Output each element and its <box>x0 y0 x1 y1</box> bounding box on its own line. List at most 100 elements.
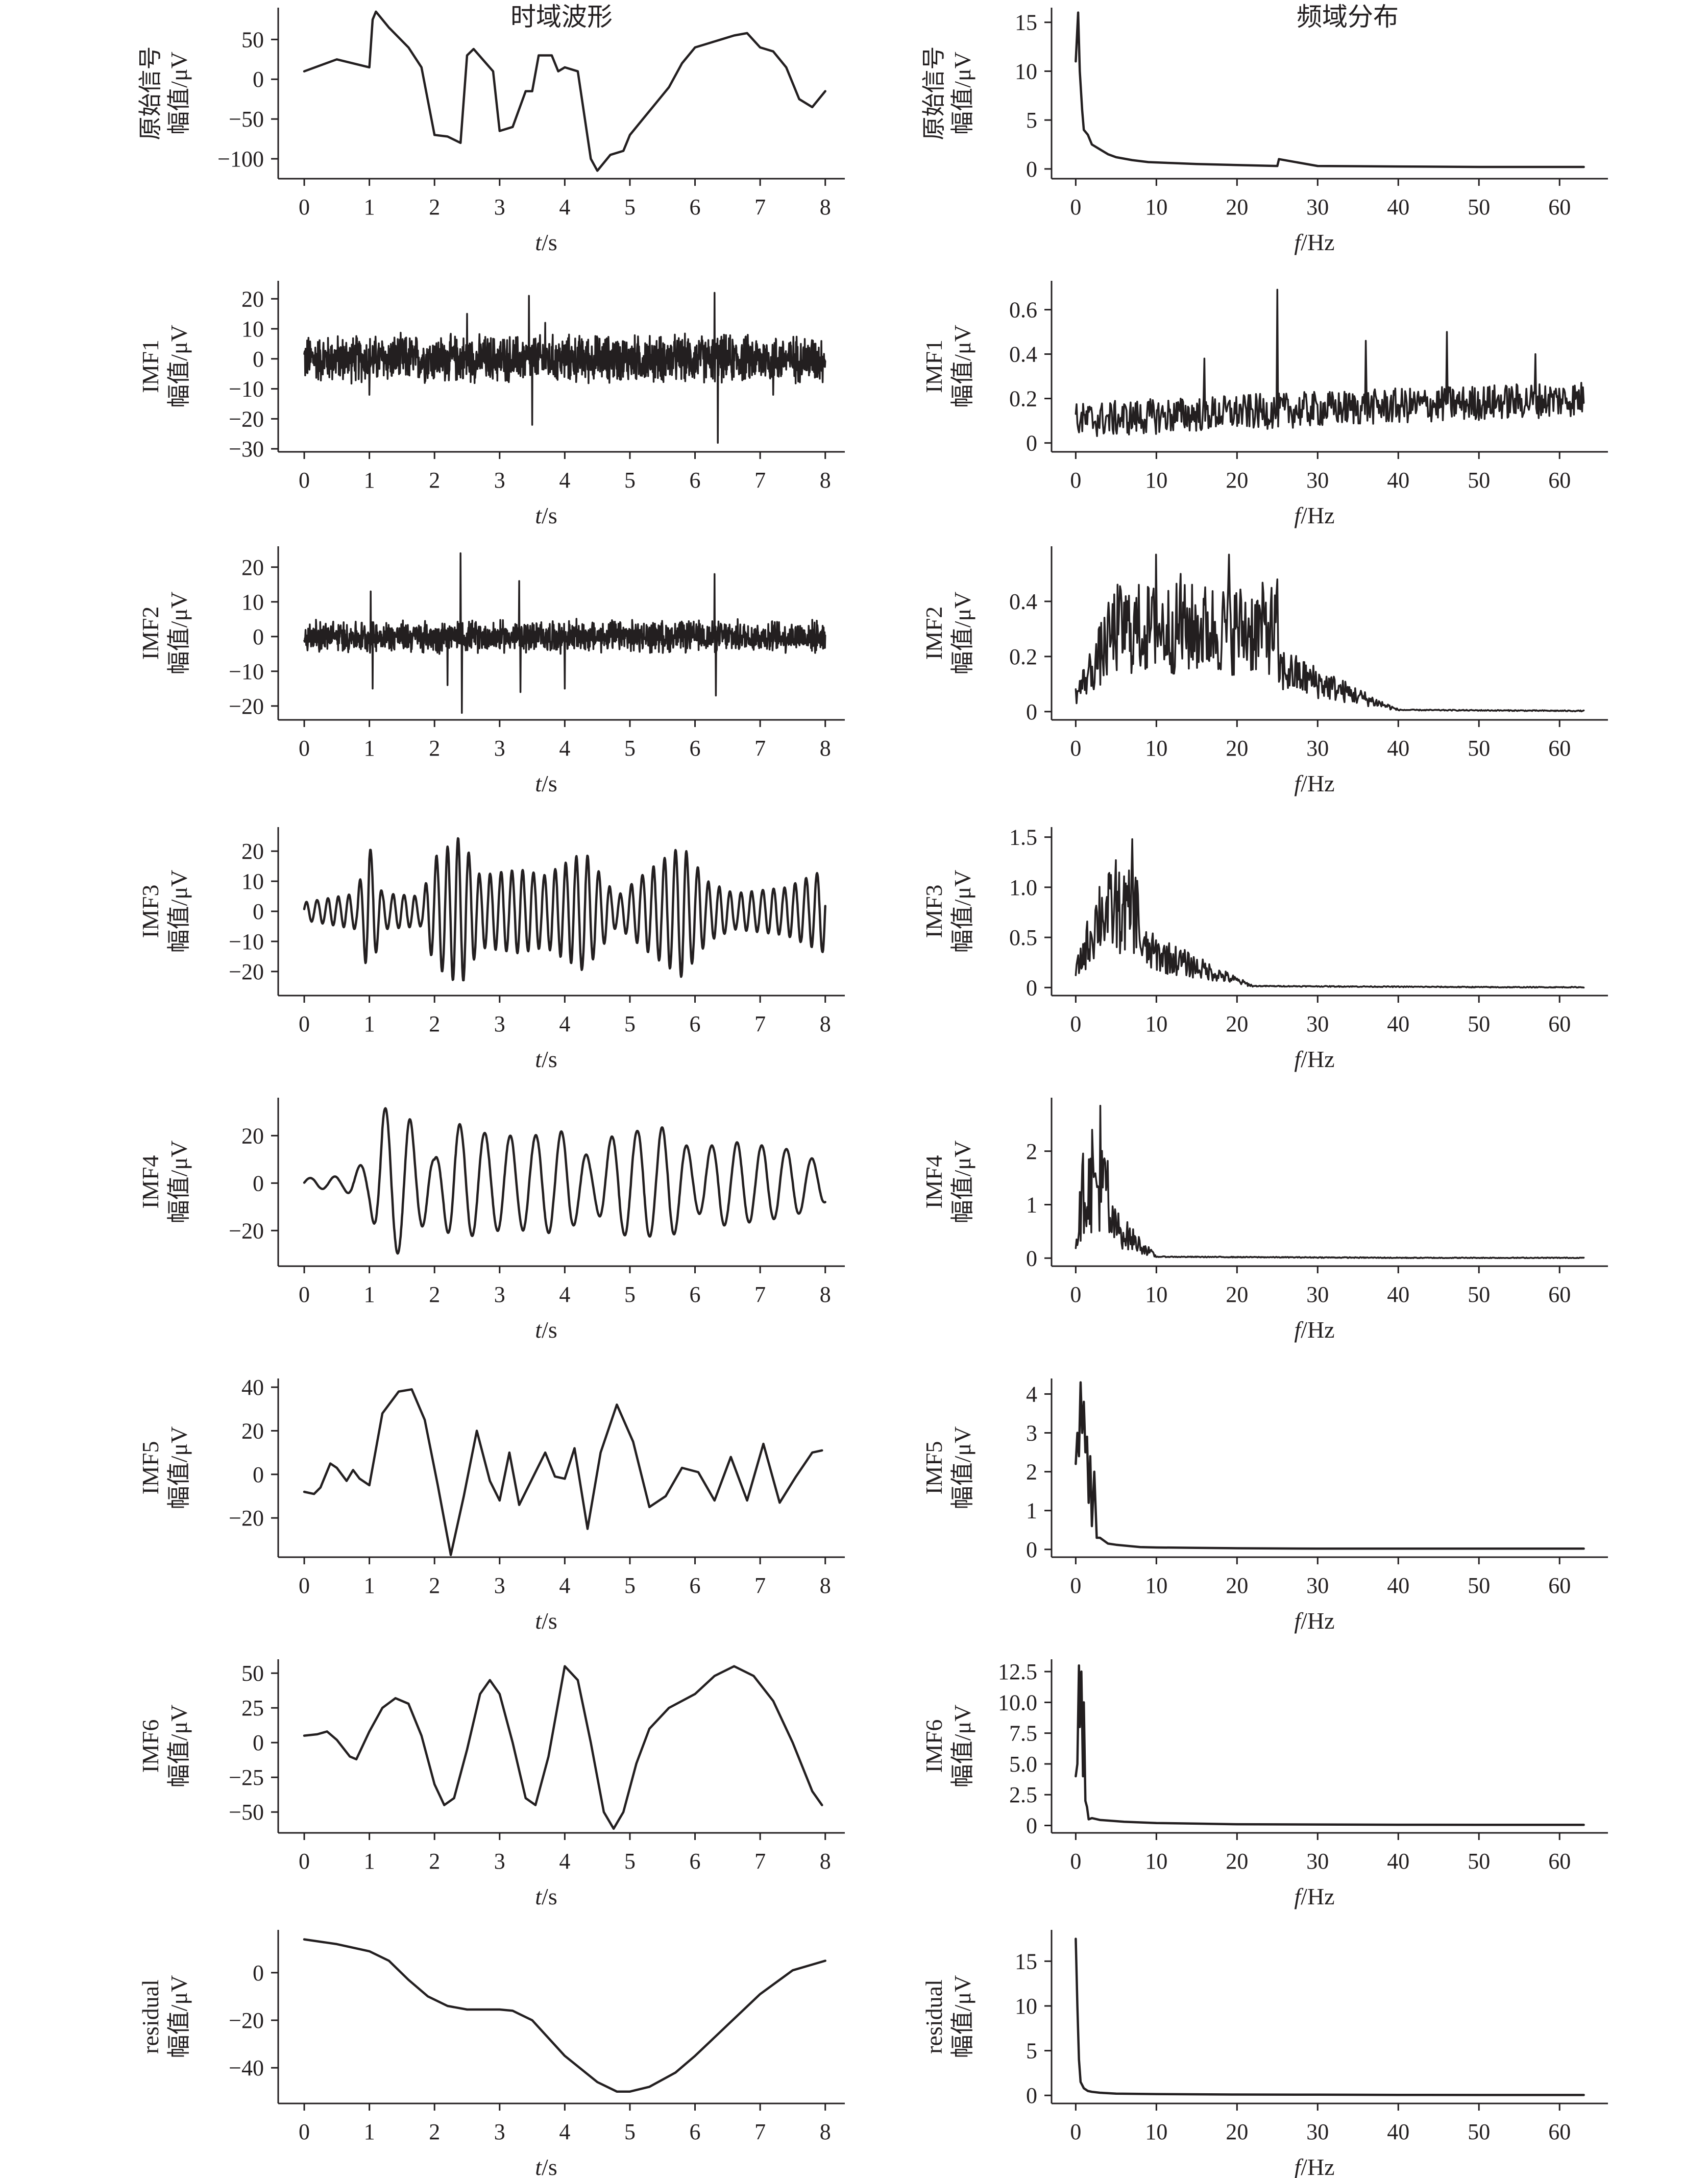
x-axis-title: f/Hz <box>1294 229 1334 255</box>
y-tick-label: 0 <box>1026 1537 1037 1562</box>
y-tick-label: 40 <box>241 1375 264 1400</box>
x-tick-label: 30 <box>1306 1849 1329 1874</box>
y-tick-label: 0 <box>253 67 264 92</box>
y-tick-label: −20 <box>229 959 264 984</box>
x-tick-label: 3 <box>494 1849 505 1874</box>
x-tick-label: 20 <box>1226 1011 1248 1036</box>
x-tick-label: 0 <box>299 2119 310 2144</box>
y-tick-label: 20 <box>241 555 264 580</box>
x-tick-label: 60 <box>1548 1849 1571 1874</box>
x-axis-title: f/Hz <box>1294 502 1334 528</box>
chart-panel-imf3-freq: 0 10 20 30 40 50 60 1.5 1.0 0.5 0 f/Hz IMF3 幅值/μV <box>921 825 1608 1072</box>
y-tick-label: −10 <box>229 929 264 954</box>
y-tick-label: 3 <box>1026 1421 1037 1446</box>
series-line-orig-freq <box>1075 11 1585 168</box>
x-tick-label: 3 <box>494 468 505 493</box>
x-tick-label: 4 <box>559 1011 570 1036</box>
y-tick-label: 15 <box>1015 1949 1037 1974</box>
x-tick-label: 7 <box>754 1011 766 1036</box>
series-line-imf2-freq <box>1075 553 1585 713</box>
y-tick-label: 0.6 <box>1009 298 1037 323</box>
x-tick-label: 10 <box>1145 468 1167 493</box>
x-tick-label: 5 <box>624 1573 636 1598</box>
chart-panel-imf1-freq: 0 10 20 30 40 50 60 0.6 0.4 0.2 0 f/Hz IMF1 幅值/μV <box>921 281 1608 528</box>
x-tick-label: 0 <box>299 1573 310 1598</box>
y-tick-label: 0 <box>1026 1246 1037 1271</box>
y-tick-label: −20 <box>229 2008 264 2033</box>
x-tick-label: 20 <box>1226 1849 1248 1874</box>
series-line-residual-time <box>303 1938 826 2093</box>
x-tick-label: 50 <box>1468 1282 1490 1307</box>
x-tick-label: 40 <box>1387 1011 1409 1036</box>
x-tick-label: 5 <box>624 2119 636 2144</box>
y-tick-label: 2.5 <box>1009 1782 1037 1807</box>
x-tick-label: 0 <box>1070 736 1081 761</box>
x-axis-title: f/Hz <box>1294 1046 1334 1072</box>
x-tick-label: 0 <box>1070 1011 1081 1036</box>
x-tick-label: 6 <box>690 736 701 761</box>
x-tick-label: 0 <box>299 736 310 761</box>
y-tick-label: 50 <box>241 1661 264 1686</box>
x-tick-label: 0 <box>1070 1849 1081 1874</box>
chart-panel-imf4-time: 0 1 2 3 4 5 6 7 8 20 0 −20 t/s IMF4 幅值/μV <box>137 1098 845 1343</box>
y-tick-label: 1.5 <box>1009 825 1037 850</box>
y-tick-label: 20 <box>241 286 264 311</box>
y-tick-label: 0 <box>253 899 264 924</box>
x-axis-title: f/Hz <box>1294 1883 1334 1909</box>
y-tick-label: 10 <box>1015 59 1037 84</box>
chart-panel-orig-time: 0 1 2 3 4 5 6 7 8 50 0 −50 −100 t/s 原始信号 幅值/μV <box>137 8 845 255</box>
x-tick-label: 10 <box>1145 736 1167 761</box>
x-tick-label: 60 <box>1548 2119 1571 2144</box>
x-tick-label: 2 <box>429 1282 440 1307</box>
x-tick-label: 10 <box>1145 1282 1167 1307</box>
x-tick-label: 50 <box>1468 468 1490 493</box>
x-tick-label: 20 <box>1226 195 1248 220</box>
series-line-imf6-freq <box>1075 1664 1585 1826</box>
y-axis-title: 原始信号 幅值/μV <box>921 46 975 140</box>
chart-panel-imf2-time: 0 1 2 3 4 5 6 7 8 20 10 0 −10 −20 t/s IMF2 幅值/μV <box>137 546 845 796</box>
x-tick-label: 4 <box>559 2119 570 2144</box>
y-tick-label: 25 <box>241 1696 264 1721</box>
chart-panel-residual-time: 0 1 2 3 4 5 6 7 8 0 −20 −40 t/s residual 幅值/μV <box>137 1930 845 2178</box>
x-tick-label: 10 <box>1145 1011 1167 1036</box>
y-axis-title: IMF2 幅值/μV <box>921 592 975 675</box>
x-tick-label: 40 <box>1387 468 1409 493</box>
x-tick-label: 3 <box>494 1011 505 1036</box>
x-tick-label: 1 <box>364 1282 375 1307</box>
y-tick-label: −10 <box>229 659 264 684</box>
x-tick-label: 5 <box>624 1011 636 1036</box>
x-tick-label: 40 <box>1387 1282 1409 1307</box>
x-tick-label: 4 <box>559 195 570 220</box>
chart-panel-imf6-freq: 0 10 20 30 40 50 60 12.5 10.0 7.5 5.0 2.5 0 f/Hz IMF6 幅… <box>921 1659 1608 1909</box>
y-tick-label: 0.4 <box>1009 589 1037 614</box>
x-tick-label: 20 <box>1226 1282 1248 1307</box>
y-tick-label: 1.0 <box>1009 875 1037 900</box>
x-tick-label: 30 <box>1306 736 1329 761</box>
x-tick-label: 40 <box>1387 736 1409 761</box>
y-axis-title: 原始信号 幅值/μV <box>137 46 192 140</box>
chart-panel-imf2-freq: 0 10 20 30 40 50 60 0.4 0.2 0 f/Hz IMF2 幅值/μV <box>921 546 1608 796</box>
y-tick-label: −20 <box>229 694 264 719</box>
x-tick-label: 3 <box>494 1573 505 1598</box>
x-tick-label: 1 <box>364 2119 375 2144</box>
x-tick-label: 7 <box>754 1849 766 1874</box>
x-tick-label: 6 <box>690 1849 701 1874</box>
x-tick-label: 60 <box>1548 1011 1571 1036</box>
x-tick-label: 30 <box>1306 195 1329 220</box>
x-tick-label: 30 <box>1306 468 1329 493</box>
x-tick-label: 40 <box>1387 1573 1409 1598</box>
x-tick-label: 6 <box>690 195 701 220</box>
x-tick-label: 0 <box>299 1011 310 1036</box>
y-tick-label: 0 <box>253 1961 264 1986</box>
x-tick-label: 40 <box>1387 2119 1409 2144</box>
x-tick-label: 0 <box>299 1282 310 1307</box>
y-tick-label: 0 <box>253 624 264 649</box>
x-tick-label: 0 <box>1070 1573 1081 1598</box>
x-tick-label: 2 <box>429 1011 440 1036</box>
y-tick-label: 0 <box>253 347 264 372</box>
x-tick-label: 40 <box>1387 1849 1409 1874</box>
y-tick-label: −20 <box>229 406 264 431</box>
